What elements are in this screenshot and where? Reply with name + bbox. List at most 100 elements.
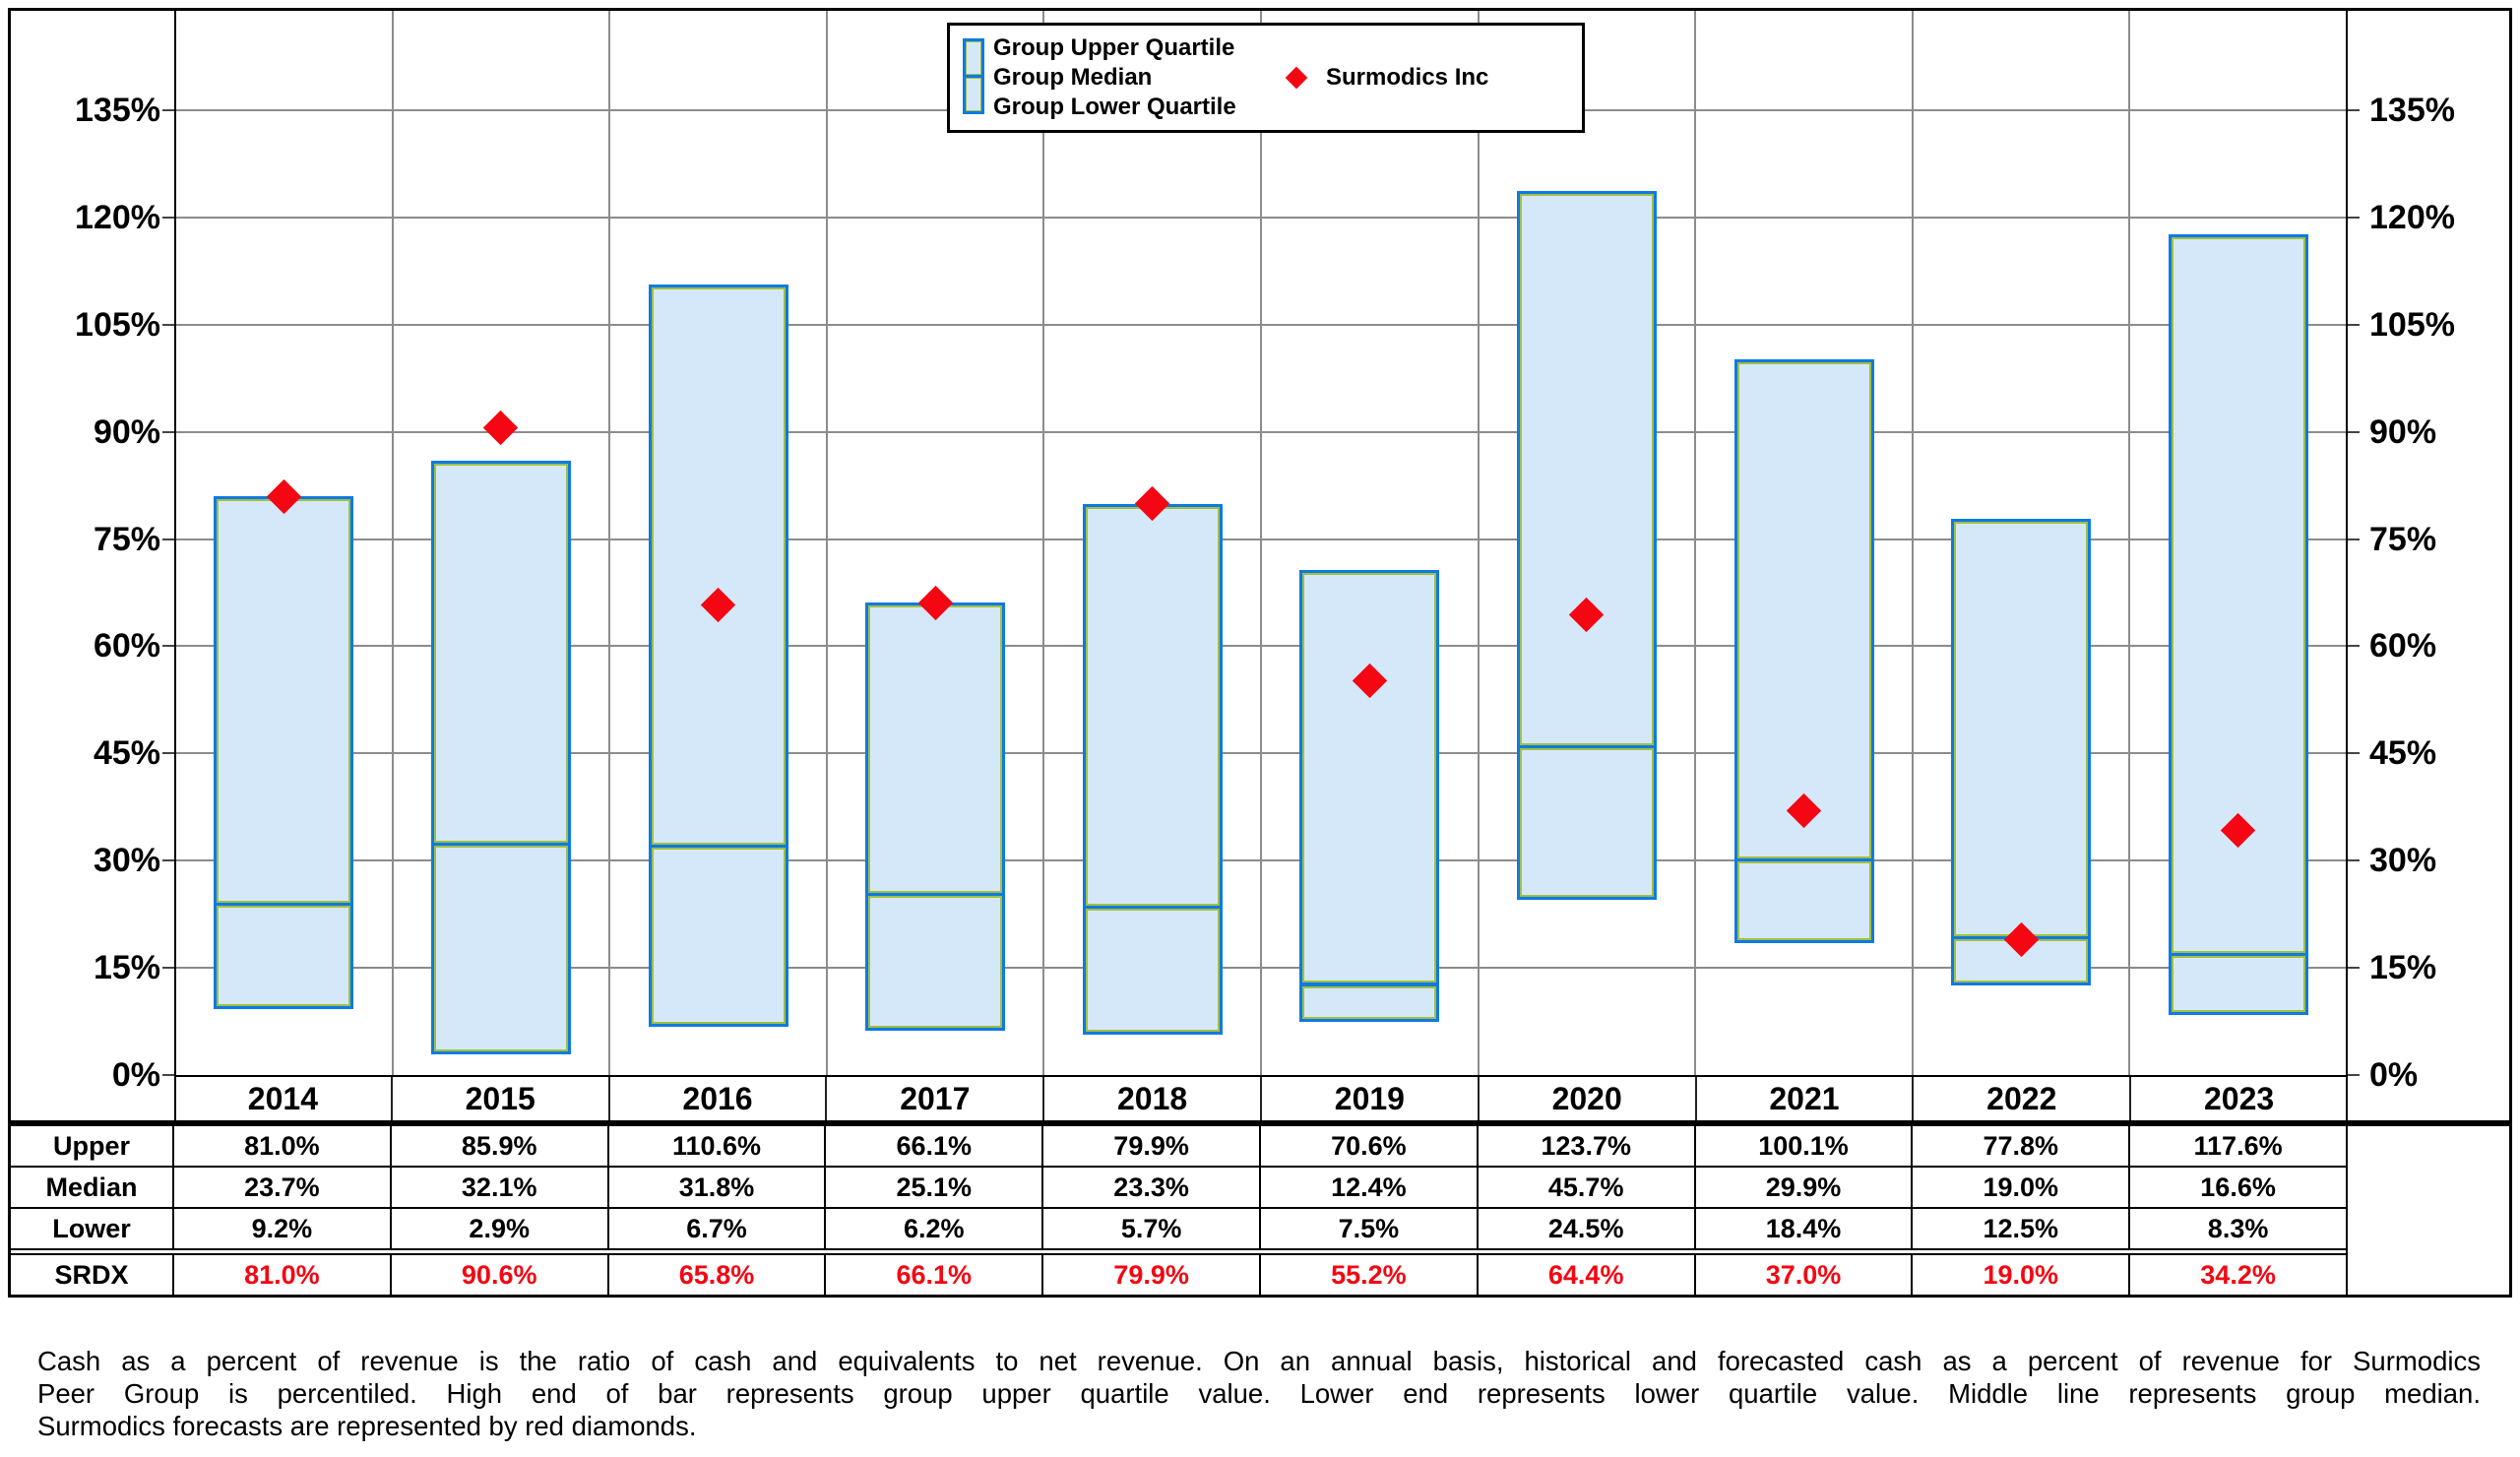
bar-median-to-lower-quartile-segment — [1517, 745, 1657, 900]
y-axis-label-right: 90% — [2369, 413, 2437, 451]
gridline-vertical — [1694, 11, 1696, 1075]
year-label: 2020 — [1480, 1077, 1697, 1120]
bar-upper-quartile-to-median-segment — [214, 496, 353, 906]
y-axis-tick-right — [2347, 324, 2360, 326]
gridline-vertical — [826, 11, 828, 1075]
gridline-vertical — [1042, 11, 1044, 1075]
y-axis-label-right: 120% — [2369, 199, 2455, 236]
data-table: Upper 81.0% 85.9% 110.6% 66.1% 79.9% 70.6% 123.… — [8, 1123, 2512, 1298]
y-axis-label-right: 0% — [2369, 1056, 2419, 1094]
y-axis-tick-left — [162, 752, 175, 754]
table-cell: 31.8% — [608, 1168, 827, 1209]
y-axis-tick-left — [162, 538, 175, 540]
table-cell: 24.5% — [1478, 1209, 1696, 1250]
table-cell: 55.2% — [1260, 1253, 1479, 1295]
table-cell: 19.0% — [1913, 1253, 2131, 1295]
bar-upper-quartile-to-median-segment — [1517, 191, 1657, 748]
plot-left-edge — [174, 11, 176, 1120]
bar-median-to-lower-quartile-segment — [1299, 983, 1439, 1022]
table-cell: 79.9% — [1043, 1253, 1261, 1295]
table-empty-tail-cell — [2346, 1209, 2509, 1250]
y-axis-tick-right — [2347, 431, 2360, 433]
surmodics-diamond-marker — [482, 410, 519, 446]
bar-median-to-lower-quartile-segment — [865, 893, 1005, 1031]
y-axis-tick-right — [2347, 1074, 2360, 1076]
table-row: Upper 81.0% 85.9% 110.6% 66.1% 79.9% 70.6% 123.… — [11, 1126, 2509, 1168]
table-cell: 19.0% — [1913, 1168, 2131, 1209]
y-axis-label-right: 45% — [2369, 734, 2437, 772]
table-cell: 45.7% — [1478, 1168, 1696, 1209]
table-cell: 77.8% — [1913, 1126, 2131, 1168]
table-cell: 100.1% — [1695, 1126, 1914, 1168]
table-cell: 25.1% — [826, 1168, 1044, 1209]
gridline-vertical — [608, 11, 610, 1075]
table-cell: 9.2% — [174, 1209, 392, 1250]
y-axis-tick-left — [162, 324, 175, 326]
gridline-vertical — [392, 11, 394, 1075]
table-tail-divider — [2346, 1126, 2348, 1295]
table-cell: 29.9% — [1695, 1168, 1914, 1209]
bar-upper-quartile-to-median-segment — [431, 461, 571, 846]
legend-diamond-icon — [1285, 66, 1308, 90]
plot-area: 0% 0% 15% 15% 30% 30% 45% 45% 60% 60% 75% 75% 90% 90%… — [11, 11, 2509, 1120]
year-label: 2014 — [175, 1077, 393, 1120]
y-axis-tick-right — [2347, 217, 2360, 219]
table-cell: 66.1% — [826, 1126, 1044, 1168]
table-cell: 81.0% — [174, 1126, 392, 1168]
y-axis-tick-left — [162, 645, 175, 647]
table-cell: 8.3% — [2130, 1209, 2346, 1250]
bar-upper-quartile-to-median-segment — [649, 285, 788, 848]
legend-marker-label: Surmodics Inc — [1326, 64, 1489, 91]
y-axis-label-left: 75% — [93, 521, 160, 558]
table-cell: 81.0% — [174, 1253, 392, 1295]
gridline-vertical — [1260, 11, 1262, 1075]
table-empty-tail-cell — [2346, 1168, 2509, 1209]
year-label: 2019 — [1262, 1077, 1480, 1120]
y-axis-label-left: 120% — [75, 199, 160, 236]
table-empty-tail-cell — [2346, 1253, 2509, 1295]
y-axis-label-right: 15% — [2369, 949, 2437, 986]
y-axis-label-left: 15% — [93, 949, 160, 986]
y-axis-label-right: 30% — [2369, 842, 2437, 879]
table-cell: 23.3% — [1043, 1168, 1261, 1209]
y-axis-label-right: 105% — [2369, 306, 2455, 344]
year-label: 2023 — [2203, 1080, 2275, 1116]
table-cell: 6.7% — [608, 1209, 827, 1250]
year-label: 2017 — [827, 1077, 1045, 1120]
bar-upper-quartile-to-median-segment — [2169, 234, 2308, 956]
y-axis-tick-left — [162, 859, 175, 861]
bar-upper-quartile-to-median-segment — [1951, 519, 2091, 939]
y-axis-label-right: 75% — [2369, 521, 2437, 558]
bar-median-to-lower-quartile-segment — [431, 843, 571, 1054]
table-cell: 110.6% — [608, 1126, 827, 1168]
table-cell: 12.5% — [1913, 1209, 2131, 1250]
legend: Group Upper Quartile Group Median Group … — [947, 23, 1585, 133]
table-cell: 32.1% — [391, 1168, 609, 1209]
table-row: Lower 9.2% 2.9% 6.7% 6.2% 5.7% 7.5% 24.5% 18.4% 1… — [11, 1209, 2509, 1250]
gridline-vertical — [1478, 11, 1480, 1075]
table-cell: 7.5% — [1260, 1209, 1479, 1250]
bar-upper-quartile-to-median-segment — [865, 602, 1005, 896]
legend-marker-group: Surmodics Inc — [1285, 64, 1489, 92]
bar-upper-quartile-to-median-segment — [1299, 570, 1439, 985]
table-cell: 85.9% — [391, 1126, 609, 1168]
bar-median-to-lower-quartile-segment — [1951, 936, 2091, 985]
year-label: 2015 — [393, 1077, 610, 1120]
table-cell: 5.7% — [1043, 1209, 1261, 1250]
table-cell: 34.2% — [2130, 1253, 2346, 1295]
y-axis-tick-left — [162, 217, 175, 219]
bar-median-to-lower-quartile-segment — [2169, 953, 2308, 1015]
y-axis-tick-left — [162, 1074, 175, 1076]
bar-median-to-lower-quartile-segment — [649, 845, 788, 1027]
y-axis-tick-left — [162, 109, 175, 111]
table-cell: 117.6% — [2130, 1126, 2346, 1168]
table-cell: 90.6% — [391, 1253, 609, 1295]
table-row-label: SRDX — [11, 1253, 174, 1295]
table-row-label: Lower — [11, 1209, 174, 1250]
footnote-line: Peer Group is percentiled. High end of b… — [37, 1378, 2481, 1409]
y-axis-label-left: 90% — [93, 413, 160, 451]
y-axis-tick-right — [2347, 859, 2360, 861]
legend-quartile-bar-icon — [963, 38, 984, 117]
y-axis-tick-right — [2347, 538, 2360, 540]
table-cell: 16.6% — [2130, 1168, 2346, 1209]
